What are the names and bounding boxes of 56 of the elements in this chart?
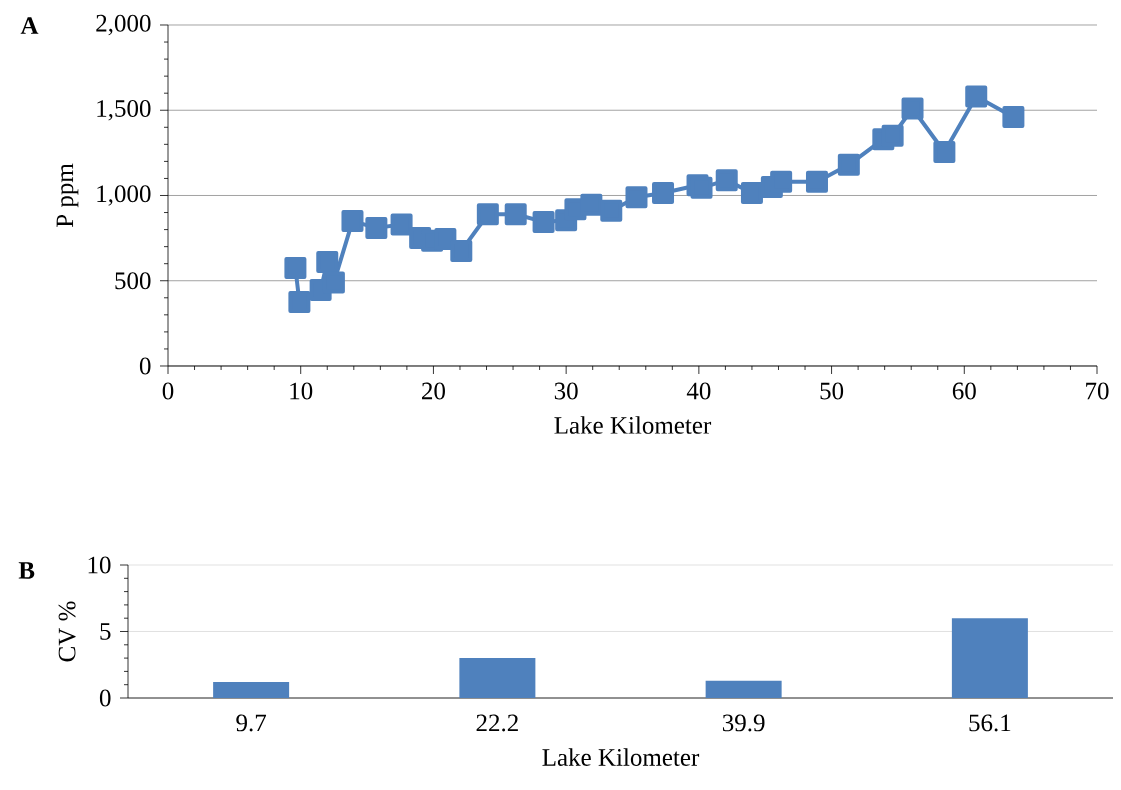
y-axis-title: CV % bbox=[58, 601, 76, 662]
chart-title: A bbox=[20, 17, 39, 34]
y-tick-label: 0 bbox=[139, 357, 151, 375]
point bbox=[288, 291, 311, 314]
y-tick-label: 2,000 bbox=[96, 14, 151, 36]
bar bbox=[213, 682, 290, 698]
point bbox=[881, 124, 904, 147]
x-axis-title: Lake Kilometer bbox=[554, 416, 712, 434]
y-tick-label: 5 bbox=[100, 623, 111, 640]
point bbox=[504, 203, 527, 226]
point bbox=[450, 239, 473, 262]
x-tick-label: 56.1 bbox=[969, 714, 1011, 732]
point bbox=[580, 193, 603, 216]
x-tick-label: 30 bbox=[554, 382, 578, 400]
x-tick-label: 10 bbox=[290, 382, 313, 400]
point bbox=[933, 141, 956, 164]
x-tick-label: 70 bbox=[1086, 382, 1109, 400]
point bbox=[901, 97, 924, 120]
point bbox=[390, 213, 413, 236]
point bbox=[837, 153, 860, 176]
x-tick-label: 20 bbox=[422, 382, 445, 400]
y-axis-title: P ppm bbox=[56, 163, 79, 228]
y-tick-label: 500 bbox=[115, 272, 151, 290]
point bbox=[805, 170, 828, 193]
bar bbox=[459, 658, 536, 698]
point bbox=[600, 199, 623, 222]
point bbox=[1002, 106, 1025, 129]
point bbox=[740, 181, 763, 204]
bar bbox=[951, 618, 1028, 698]
point bbox=[652, 181, 675, 204]
x-tick-label: 60 bbox=[952, 382, 976, 400]
x-tick-label: 0 bbox=[162, 382, 174, 400]
x-tick-label: 22.2 bbox=[476, 714, 518, 732]
point bbox=[476, 203, 499, 226]
point bbox=[965, 85, 988, 108]
chart-title: B bbox=[18, 562, 35, 579]
x-tick-label: 40 bbox=[686, 382, 711, 400]
y-tick-label: 1,000 bbox=[97, 185, 151, 206]
point bbox=[284, 256, 307, 279]
point bbox=[316, 250, 339, 273]
point bbox=[365, 216, 388, 239]
point bbox=[322, 271, 345, 294]
y-tick-label: 0 bbox=[99, 689, 111, 707]
x-tick-label: 50 bbox=[820, 382, 844, 400]
x-axis-title: Lake Kilometer bbox=[542, 748, 700, 766]
y-tick-label: 10 bbox=[88, 556, 111, 574]
point bbox=[434, 227, 457, 250]
bar bbox=[705, 680, 782, 698]
point bbox=[625, 186, 648, 209]
point bbox=[770, 170, 793, 193]
point bbox=[715, 169, 738, 192]
y-tick-label: 1,500 bbox=[97, 100, 151, 121]
x-tick-label: 9.7 bbox=[236, 714, 267, 732]
point bbox=[341, 210, 364, 233]
point bbox=[532, 210, 555, 233]
x-tick-label: 39.9 bbox=[722, 714, 765, 732]
